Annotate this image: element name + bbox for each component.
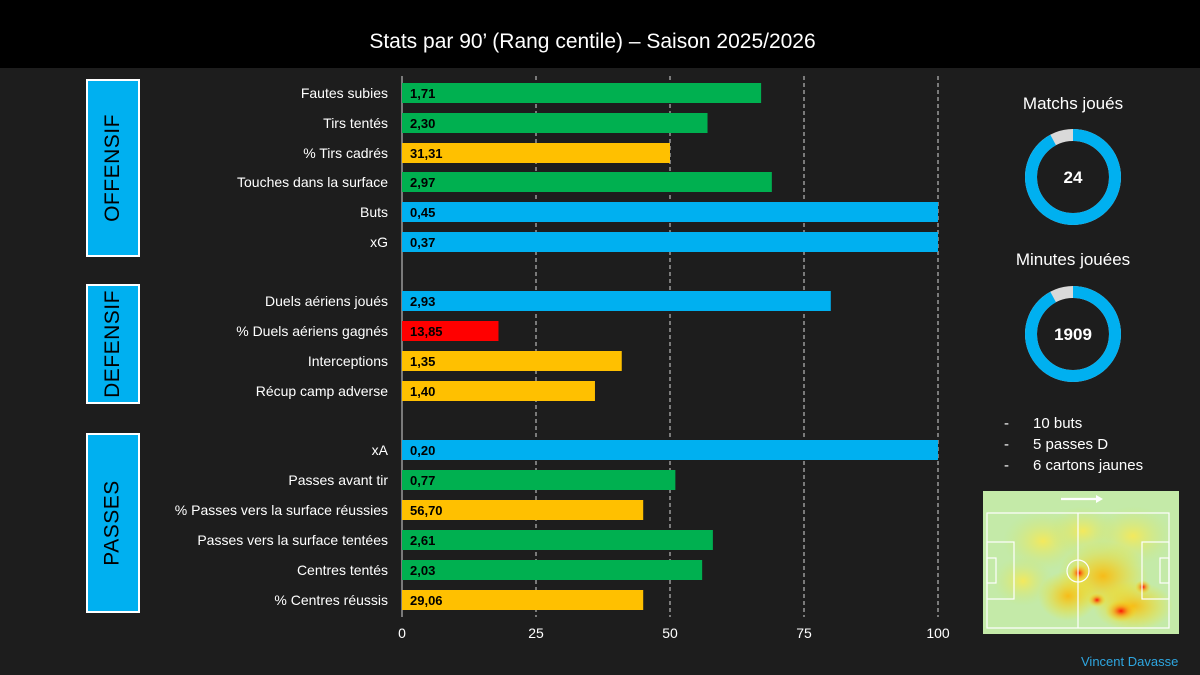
x-tick-label: 75 [796, 625, 812, 641]
bar-value-label: 29,06 [410, 593, 443, 608]
bar-value-label: 0,45 [410, 205, 435, 220]
bar [402, 470, 676, 490]
bar [402, 143, 670, 163]
donut-value: 24 [1064, 168, 1083, 187]
x-tick-label: 25 [528, 625, 544, 641]
bar [402, 232, 938, 252]
season-notes: -10 buts -5 passes D -6 cartons jaunes [1004, 413, 1143, 476]
matches-donut: 24 [1025, 129, 1121, 225]
section-passes: PASSES [86, 433, 140, 613]
heat-blobs [993, 506, 1173, 631]
bar-value-label: 2,97 [410, 175, 435, 190]
bar-value-label: 2,61 [410, 533, 435, 548]
bar-value-label: 1,35 [410, 354, 435, 369]
minutes-donut: 1909 [1025, 286, 1121, 382]
bar-value-label: 31,31 [410, 146, 443, 161]
author-credit: Vincent Davasse [1081, 654, 1179, 669]
bar-value-label: 2,03 [410, 563, 435, 578]
pitch-lines [986, 512, 1170, 629]
page-title: Stats par 90’ (Rang centile) – Saison 20… [369, 30, 816, 53]
x-tick-label: 100 [926, 625, 950, 641]
bar [402, 440, 938, 460]
bar-value-label: 2,30 [410, 116, 435, 131]
bar [402, 172, 772, 192]
bar-value-label: 1,40 [410, 384, 435, 399]
bar [402, 530, 713, 550]
bar [402, 560, 703, 580]
section-defensif: DEFENSIF [86, 284, 140, 404]
bar [402, 291, 831, 311]
bar-value-label: 1,71 [410, 86, 435, 101]
title-bar [0, 0, 1200, 68]
bar [402, 83, 762, 103]
bar [402, 590, 644, 610]
category-label: Centres tentés [297, 562, 388, 578]
category-label: % Passes vers la surface réussies [175, 502, 388, 518]
category-label: Fautes subies [301, 85, 388, 101]
bar [402, 321, 499, 341]
note-goals: -10 buts [1004, 415, 1083, 432]
category-label: Interceptions [308, 353, 388, 369]
donut-fill [1025, 286, 1121, 382]
bar-value-label: 0,77 [410, 473, 435, 488]
bar-value-label: 0,37 [410, 235, 435, 250]
bar [402, 351, 622, 371]
note-assists: -5 passes D [1004, 436, 1109, 453]
bar-value-label: 0,20 [410, 443, 435, 458]
note-yellow-cards: -6 cartons jaunes [1004, 457, 1144, 474]
category-label: Passes avant tir [288, 472, 388, 488]
category-label: xA [372, 442, 389, 458]
bar [402, 381, 595, 401]
bar-value-label: 56,70 [410, 503, 443, 518]
category-label: Duels aériens joués [265, 293, 388, 309]
x-tick-label: 50 [662, 625, 678, 641]
bar-value-label: 13,85 [410, 324, 443, 339]
x-tick-label: 0 [398, 625, 406, 641]
attack-direction-arrowhead [1096, 495, 1103, 503]
donut-value: 1909 [1054, 325, 1092, 344]
bar [402, 113, 708, 133]
minutes-title: Minutes jouées [1015, 250, 1131, 269]
category-label: % Tirs cadrés [303, 145, 388, 161]
category-label: xG [370, 234, 388, 250]
section-offensif: OFFENSIF [86, 79, 140, 257]
category-label: Tirs tentés [323, 115, 388, 131]
category-label: % Centres réussis [274, 592, 388, 608]
bar [402, 500, 644, 520]
matches-title: Matchs joués [1022, 94, 1124, 113]
category-label: Passes vers la surface tentées [197, 532, 388, 548]
donut-fill [1025, 129, 1121, 225]
bar [402, 202, 938, 222]
category-label: Récup camp adverse [256, 383, 389, 399]
category-label: Touches dans la surface [237, 174, 388, 190]
category-label: % Duels aériens gagnés [236, 323, 388, 339]
pitch-heatmap [983, 491, 1179, 634]
category-label: Buts [360, 204, 388, 220]
bar-value-label: 2,93 [410, 294, 435, 309]
